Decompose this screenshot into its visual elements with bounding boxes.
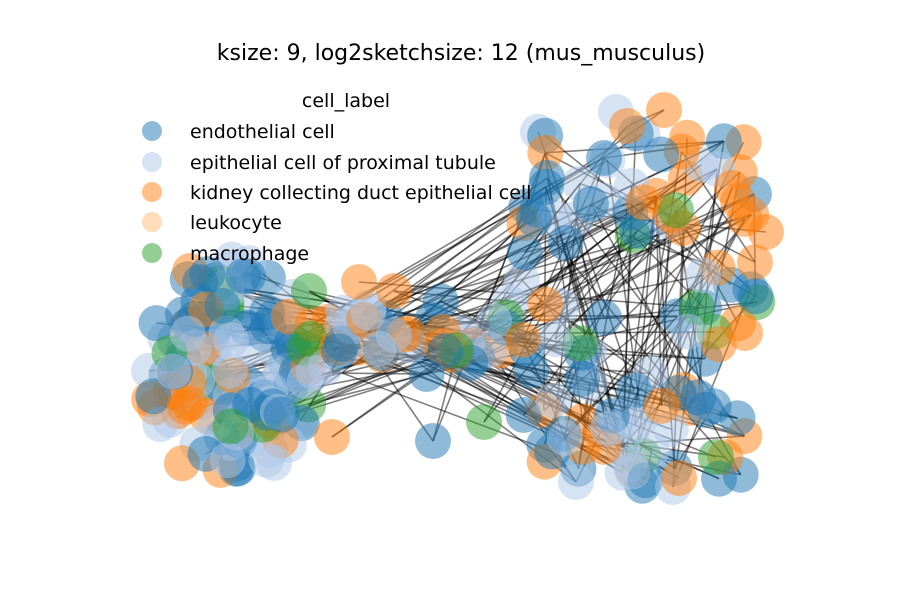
graph-node: [466, 404, 502, 440]
graph-node: [537, 321, 574, 358]
legend-marker: [142, 243, 162, 263]
graph-node: [350, 294, 387, 331]
legend-entry-endothelial: endothelial cell: [142, 121, 335, 143]
graph-node: [670, 313, 707, 350]
graph-node: [535, 382, 572, 419]
graph-node: [212, 408, 249, 445]
graph-node: [658, 192, 694, 229]
legend-entry-macrophage: macrophage: [142, 243, 309, 265]
graph-node: [248, 441, 285, 478]
graph-node: [698, 439, 734, 475]
graph-node: [321, 333, 358, 370]
legend-label: endothelial cell: [190, 121, 335, 143]
graph-node: [625, 184, 662, 221]
legend-title: cell_label: [302, 90, 390, 112]
graph-node: [643, 136, 680, 173]
graph-node: [558, 464, 594, 500]
graph-node: [705, 123, 742, 160]
graph-node: [527, 286, 564, 323]
graph-node: [586, 299, 622, 336]
legend-marker: [142, 152, 162, 172]
graph-node: [748, 214, 784, 250]
legend-marker: [142, 212, 162, 232]
graph-node: [572, 186, 609, 222]
graph-node: [719, 400, 756, 437]
legend-label: macrophage: [190, 243, 309, 265]
graph-edge: [325, 366, 553, 453]
graph-node: [263, 396, 300, 433]
graph-node: [291, 273, 327, 309]
graph-node: [415, 423, 451, 459]
graph-node: [213, 322, 249, 359]
legend-label: leukocyte: [190, 212, 282, 234]
graph-node: [736, 244, 773, 281]
graph-node: [189, 256, 226, 293]
graph-node: [589, 410, 626, 447]
graph-node: [505, 397, 542, 433]
graph-node: [209, 442, 246, 479]
graph-node: [503, 262, 540, 299]
graph-node: [614, 453, 651, 490]
graph-node: [685, 257, 722, 294]
graph-node: [646, 92, 682, 128]
graph-node: [476, 302, 513, 339]
graph-node: [376, 273, 412, 309]
graph-node: [504, 321, 541, 358]
graph-node: [643, 387, 680, 424]
legend-entry-epithelial-proximal: epithelial cell of proximal tubule: [142, 152, 496, 174]
legend: cell_label endothelial cell epithelial c…: [142, 90, 531, 265]
legend-marker: [142, 121, 162, 141]
graph-node: [586, 140, 622, 176]
legend-marker: [142, 182, 162, 202]
graph-node: [564, 360, 600, 397]
graph-node: [529, 160, 565, 196]
graph-nodes: [131, 92, 784, 505]
graph-node: [609, 108, 645, 144]
figure-title: ksize: 9, log2sketchsize: 12 (mus_muscul…: [217, 41, 705, 66]
graph-node: [727, 315, 763, 351]
graph-node: [661, 460, 697, 496]
graph-node: [314, 419, 350, 455]
graph-node: [341, 264, 377, 300]
graph-node: [687, 391, 724, 428]
graph-node: [714, 170, 750, 206]
graph-node: [155, 353, 192, 390]
graph-node: [211, 352, 248, 389]
graph-node: [166, 388, 203, 425]
graph-node: [225, 258, 262, 294]
legend-entry-collecting-duct: kidney collecting duct epithelial cell: [142, 182, 531, 204]
graph-node: [516, 201, 552, 237]
graph-node: [169, 315, 206, 352]
graph-node: [546, 420, 583, 457]
graph-node: [513, 352, 550, 389]
legend-label: epithelial cell of proximal tubule: [190, 152, 496, 174]
graph-node: [506, 234, 543, 271]
graph-node: [360, 330, 397, 367]
graph-node: [547, 224, 584, 261]
graph-node: [616, 373, 653, 409]
graph-node: [135, 378, 172, 415]
graph-node: [737, 278, 774, 315]
legend-label: kidney collecting duct epithelial cell: [190, 182, 531, 204]
graph-node: [427, 333, 464, 370]
legend-entry-leukocyte: leukocyte: [142, 212, 282, 234]
graph-node: [669, 119, 706, 156]
graph-node: [204, 287, 241, 324]
graph-node: [138, 305, 175, 342]
